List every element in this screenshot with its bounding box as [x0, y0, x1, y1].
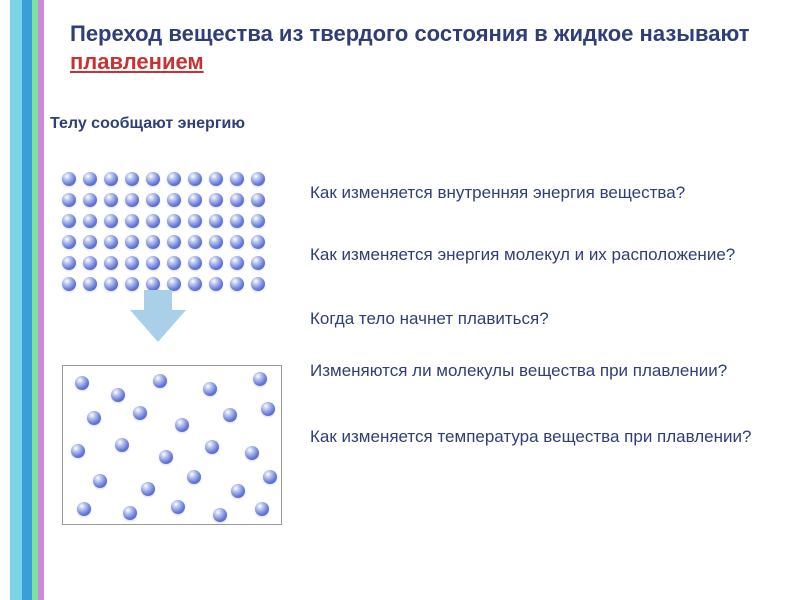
- particle: [230, 256, 244, 270]
- particle: [263, 470, 277, 484]
- particle: [261, 402, 275, 416]
- particle: [251, 193, 265, 207]
- particle: [83, 193, 97, 207]
- particle: [77, 502, 91, 516]
- particle: [83, 214, 97, 228]
- particle: [104, 172, 118, 186]
- particle: [146, 214, 160, 228]
- particle: [245, 446, 259, 460]
- transition-arrow: [130, 310, 186, 342]
- particle: [146, 235, 160, 249]
- question-3: Когда тело начнет плавиться?: [332, 308, 752, 330]
- title-highlight: плавлением: [70, 49, 204, 74]
- particle: [146, 172, 160, 186]
- subtitle: Телу сообщают энергию: [50, 115, 245, 133]
- particle: [230, 193, 244, 207]
- particle: [104, 277, 118, 291]
- particle: [230, 214, 244, 228]
- particle: [209, 277, 223, 291]
- particle: [255, 502, 269, 516]
- liquid-state-box: [62, 365, 282, 525]
- question-1: Как изменяется внутренняя энергия вещест…: [332, 182, 752, 204]
- particle: [251, 214, 265, 228]
- particle: [167, 172, 181, 186]
- particle: [153, 374, 167, 388]
- particle: [251, 172, 265, 186]
- particle: [251, 256, 265, 270]
- question-5: Как изменяется температура вещества при …: [332, 426, 752, 448]
- question-4: Изменяются ли молекулы вещества при плав…: [332, 360, 752, 382]
- title-prefix: Переход вещества из твердого состояния в…: [70, 21, 750, 46]
- particle: [253, 372, 267, 386]
- particle: [205, 440, 219, 454]
- particle: [115, 438, 129, 452]
- particle: [167, 214, 181, 228]
- particle: [62, 172, 76, 186]
- particle: [125, 214, 139, 228]
- particle: [62, 277, 76, 291]
- particle: [123, 506, 137, 520]
- particle: [146, 193, 160, 207]
- particle: [146, 277, 160, 291]
- particle: [171, 500, 185, 514]
- particle: [146, 256, 160, 270]
- particle: [83, 277, 97, 291]
- particle: [230, 277, 244, 291]
- particle: [167, 193, 181, 207]
- particle: [167, 235, 181, 249]
- particle: [188, 235, 202, 249]
- particle: [159, 450, 173, 464]
- particle: [125, 193, 139, 207]
- particle: [104, 256, 118, 270]
- particle: [62, 256, 76, 270]
- particle: [188, 172, 202, 186]
- particle: [188, 277, 202, 291]
- particle: [188, 256, 202, 270]
- particle: [209, 235, 223, 249]
- particle: [133, 406, 147, 420]
- particle: [188, 193, 202, 207]
- particle: [111, 388, 125, 402]
- particle: [125, 256, 139, 270]
- particle: [230, 172, 244, 186]
- particle: [75, 376, 89, 390]
- particle: [209, 193, 223, 207]
- particle: [251, 277, 265, 291]
- particle: [62, 193, 76, 207]
- particle: [231, 484, 245, 498]
- particle: [83, 256, 97, 270]
- particle: [223, 408, 237, 422]
- particle: [175, 418, 189, 432]
- particle: [251, 235, 265, 249]
- particle: [167, 277, 181, 291]
- particle: [209, 172, 223, 186]
- slide-title: Переход вещества из твердого состояния в…: [70, 20, 760, 75]
- particle: [104, 193, 118, 207]
- particle: [71, 444, 85, 458]
- particle: [141, 482, 155, 496]
- solid-state-grid: [62, 172, 265, 291]
- particle: [104, 235, 118, 249]
- particle: [83, 172, 97, 186]
- particle: [167, 256, 181, 270]
- particle: [104, 214, 118, 228]
- particle: [209, 214, 223, 228]
- particle: [125, 277, 139, 291]
- particle: [87, 411, 101, 425]
- particle: [187, 470, 201, 484]
- particle: [83, 235, 97, 249]
- particle: [62, 235, 76, 249]
- particle: [188, 214, 202, 228]
- particle: [213, 508, 227, 522]
- left-decoration: [0, 0, 48, 600]
- particle: [125, 172, 139, 186]
- particle: [209, 256, 223, 270]
- particle: [125, 235, 139, 249]
- particle: [93, 474, 107, 488]
- particle: [62, 214, 76, 228]
- particle: [230, 235, 244, 249]
- particle: [203, 382, 217, 396]
- question-2: Как изменяется энергия молекул и их расп…: [332, 244, 752, 266]
